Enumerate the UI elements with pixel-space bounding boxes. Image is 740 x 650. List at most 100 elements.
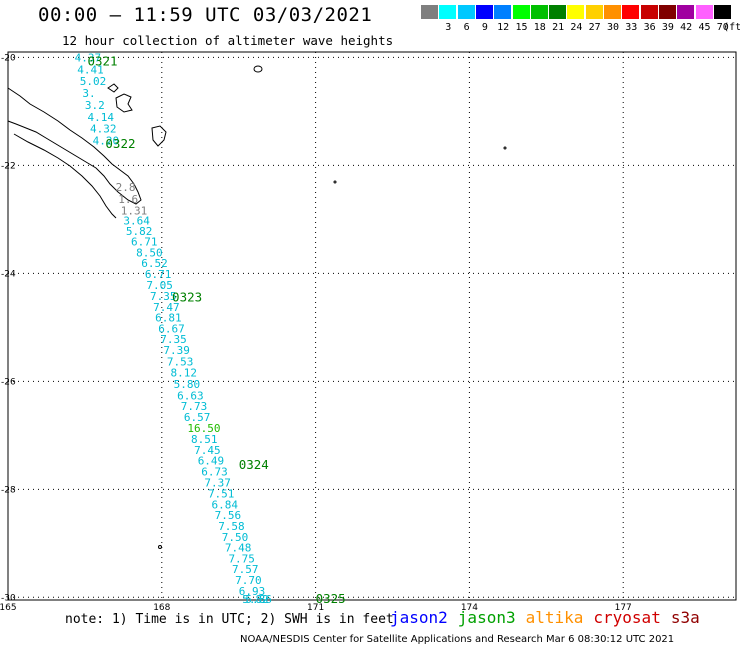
small-island-north	[253, 65, 263, 73]
swh-value: 7.53	[167, 355, 194, 368]
altimeter-track: 4.374.415.023.3.24.144.324.20 2.81.61.313…	[75, 51, 272, 606]
satellite-name: jason3	[457, 608, 516, 627]
legend-label: 30	[606, 22, 620, 33]
legend-label: 33	[625, 22, 638, 33]
credit-line: NOAA/NESDIS Center for Satellite Applica…	[240, 634, 675, 645]
swh-value: 4.20	[93, 135, 120, 148]
small-island-east	[503, 146, 507, 150]
swh-value: 7.51	[208, 488, 235, 501]
new-caledonia-reef	[13, 133, 117, 219]
swh-value: 6.71	[145, 268, 172, 281]
map-title: 00:00 – 11:59 UTC 03/03/2021	[38, 4, 373, 26]
swh-value: 6.81	[155, 312, 182, 325]
legend-swatch	[585, 5, 603, 19]
lat-tick-label: -26	[1, 377, 16, 387]
swh-value: 7.35	[160, 333, 187, 346]
small-island-mid	[333, 180, 337, 184]
legend-swatch	[567, 5, 585, 19]
legend-swatch	[622, 5, 640, 19]
units-note: note: 1) Time is in UTC; 2) SWH is in fe…	[65, 612, 394, 627]
swh-value: 6.71	[131, 236, 158, 249]
swh-value: 3.64	[123, 214, 150, 227]
swh-value: 7.37	[204, 476, 231, 489]
swh-value: 7.45	[194, 444, 221, 457]
swh-value: 7.35	[150, 290, 177, 303]
legend-swatch	[457, 5, 475, 19]
swh-value: 1.31	[121, 205, 147, 218]
map-frame	[7, 51, 737, 601]
swh-value: 4.37	[75, 51, 102, 64]
swh-value: 3.	[82, 87, 95, 100]
legend-label: 27	[588, 22, 601, 33]
swh-value: 7.05	[146, 279, 173, 292]
satellite-name: jason2	[390, 608, 448, 627]
graticule: 165 168 171 174 177 -20 -22 -24 -26 -28 -30	[0, 52, 736, 613]
satellite-name: s3a	[670, 608, 700, 627]
swh-value: 3.2	[85, 99, 105, 112]
legend-label: 36	[643, 22, 656, 33]
map-subtitle: 12 hour collection of altimeter wave hei…	[62, 33, 394, 48]
swh-value: 16.50	[187, 422, 220, 435]
swh-value: 7.47	[153, 301, 180, 314]
swh-value: 6.73	[201, 466, 228, 479]
legend-label: 12	[497, 22, 510, 33]
new-caledonia-coast	[7, 87, 142, 205]
swh-value: 7.58	[218, 520, 245, 533]
satellite-list: jason2 jason3 altika cryosat s3a	[390, 608, 710, 627]
legend-swatch	[475, 5, 493, 19]
legend-label: 45	[698, 22, 711, 33]
lon-tick-label: 171	[307, 603, 324, 613]
legend-label: 39	[661, 22, 674, 33]
coastline	[7, 65, 507, 549]
satellite-name: cryosat	[593, 608, 661, 627]
loyalty-island-a	[115, 93, 133, 113]
legend-swatch	[713, 5, 731, 19]
lon-tick-label: 174	[461, 603, 478, 613]
legend-label: 6	[463, 22, 470, 33]
swh-value: 6.52	[141, 257, 168, 270]
swh-value: 5.80	[174, 378, 201, 391]
legend-swatch	[421, 5, 438, 19]
lat-tick-label: -28	[1, 485, 16, 495]
time-label: 0322	[105, 136, 135, 151]
legend-unit: (ft)	[723, 22, 740, 33]
time-label: 0321	[87, 54, 117, 69]
legend-swatch	[530, 5, 548, 19]
legend-label: 3	[445, 22, 452, 33]
lat-tick-label: -30	[1, 593, 16, 603]
time-label: 0325	[316, 591, 346, 606]
legend-swatch	[658, 5, 676, 19]
swh-value: 5.82	[126, 225, 153, 238]
lon-tick-label: 177	[615, 603, 632, 613]
swh-value: 7.50	[222, 531, 249, 544]
swh-value: 8.51	[191, 433, 218, 446]
swh-value: 2.8	[116, 181, 136, 194]
swh-value: 7.56	[215, 509, 242, 522]
legend-label: 9	[481, 22, 488, 33]
swh-value: 1.6	[118, 193, 138, 206]
swh-value: 6.63	[177, 389, 204, 402]
legend-label: 70	[716, 22, 729, 33]
time-label: 0323	[172, 290, 202, 305]
legend-swatch	[604, 5, 621, 19]
swh-value: 7.75	[228, 552, 255, 565]
swh-value: 5.82	[242, 593, 269, 606]
legend-label: 24	[570, 22, 583, 33]
legend-label: 18	[533, 22, 546, 33]
loyalty-island-b	[151, 125, 167, 147]
lat-tick-label: -24	[1, 269, 16, 279]
swh-value: 5.86	[245, 593, 272, 606]
legend-swatch	[695, 5, 713, 19]
legend-swatch	[512, 5, 530, 19]
swh-value: 4.32	[90, 123, 117, 136]
swh-value: 5.02	[80, 75, 107, 88]
lon-tick-label: 165	[0, 603, 17, 613]
lat-tick-label: -22	[1, 161, 16, 171]
small-island-south	[158, 545, 162, 549]
time-labels: 0321 0322 0323 0324 0325	[87, 54, 345, 606]
satellite-name: altika	[525, 608, 584, 627]
lat-tick-label: -20	[1, 53, 16, 63]
legend-swatch	[494, 5, 512, 19]
swh-value: 6.84	[212, 498, 239, 511]
legend-swatch	[549, 5, 567, 19]
